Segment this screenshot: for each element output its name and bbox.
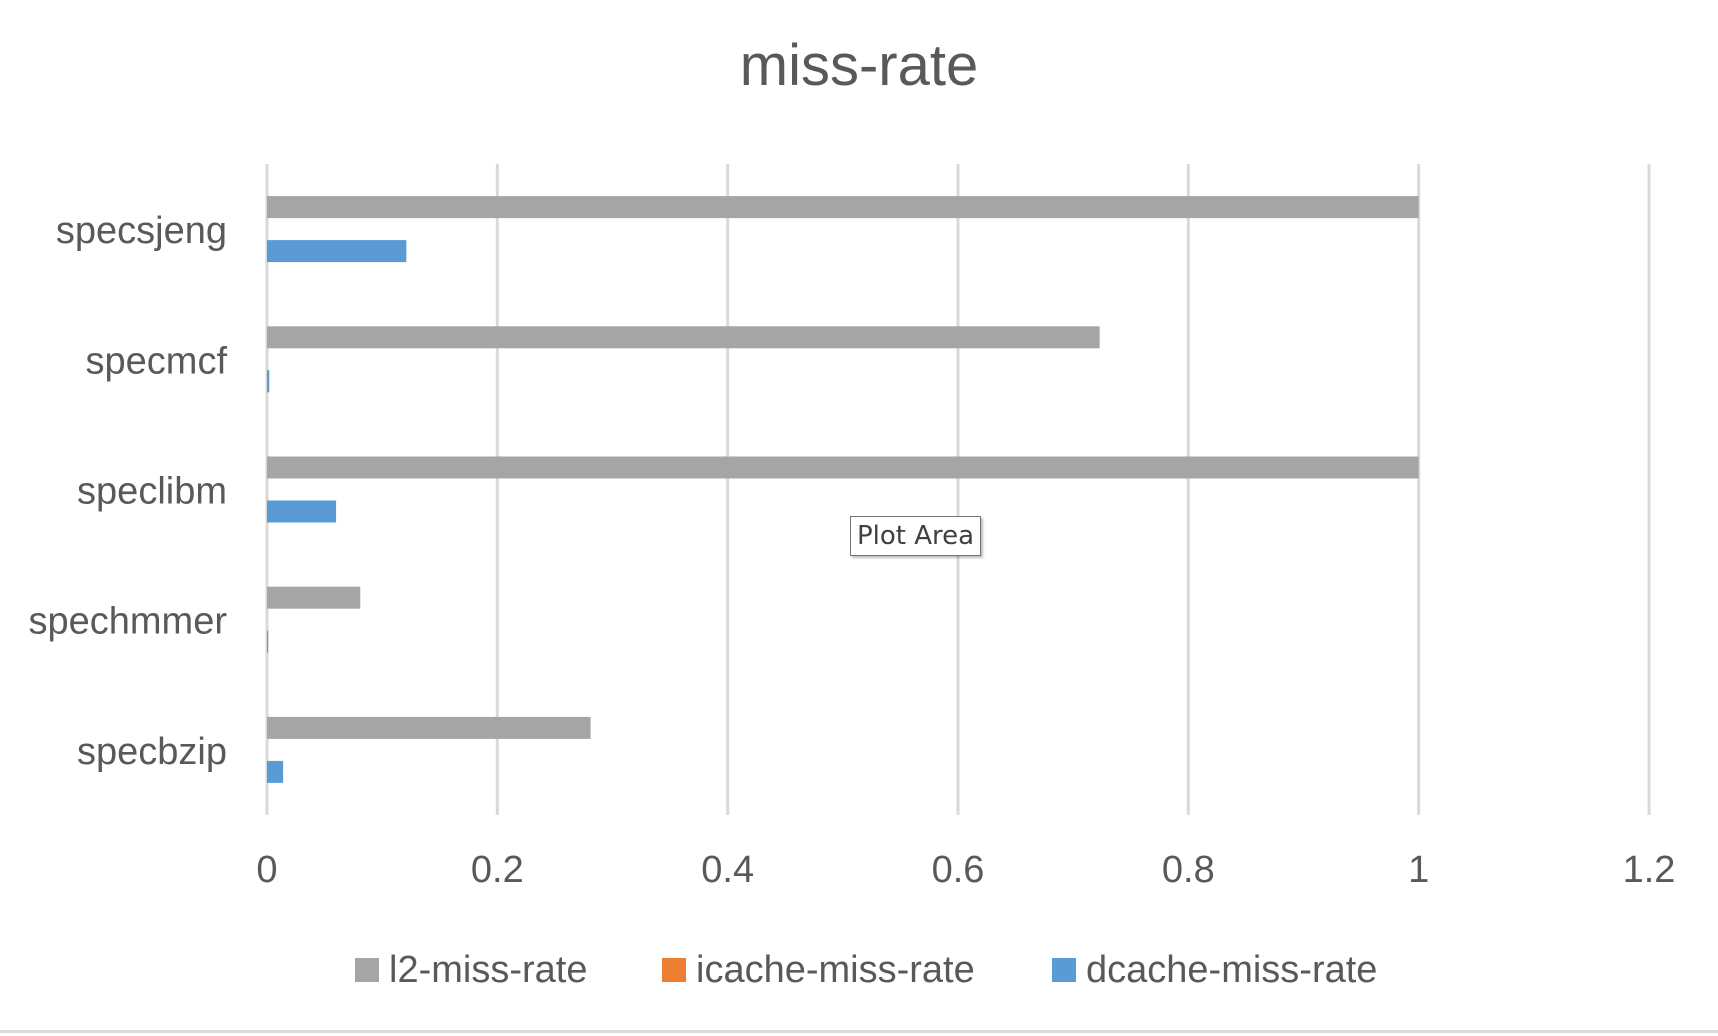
x-tick-label: 0.4 (701, 849, 754, 891)
gridlines (265, 164, 1651, 815)
category-label: specmcf (86, 340, 228, 382)
x-tick-label: 0.6 (932, 849, 985, 891)
bar-l2-miss-rate (267, 586, 361, 609)
bar-dcache-miss-rate (267, 760, 284, 783)
legend-swatch (662, 958, 686, 982)
legend-label: icache-miss-rate (696, 949, 975, 991)
category-label: specbzip (77, 731, 227, 773)
bottom-border (0, 1030, 1718, 1033)
bars (267, 196, 1419, 783)
bar-l2-miss-rate (267, 456, 1419, 479)
legend-label: l2-miss-rate (389, 949, 587, 991)
bar-dcache-miss-rate (267, 630, 269, 653)
bar-dcache-miss-rate (267, 240, 407, 263)
bar-dcache-miss-rate (267, 370, 270, 393)
x-tick-labels: 0 0.2 0.4 0.6 0.8 1 1.2 (256, 849, 1675, 891)
x-tick-label: 1 (1408, 849, 1429, 891)
bar-l2-miss-rate (267, 326, 1100, 349)
legend-swatch (1052, 958, 1076, 982)
x-tick-label: 0.8 (1162, 849, 1215, 891)
legend: l2-miss-rate icache-miss-rate dcache-miss-… (355, 949, 1377, 991)
bar-l2-miss-rate (267, 716, 591, 739)
legend-swatch (355, 958, 379, 982)
bar-dcache-miss-rate (267, 500, 337, 523)
chart-title: miss-rate (740, 33, 978, 98)
legend-label: dcache-miss-rate (1086, 949, 1377, 991)
plot-area-tooltip: Plot Area (850, 516, 982, 556)
category-label: speclibm (77, 471, 227, 513)
category-label: specsjeng (56, 210, 227, 252)
bar-l2-miss-rate (267, 196, 1419, 219)
x-tick-label: 1.2 (1623, 849, 1676, 891)
x-tick-label: 0 (256, 849, 277, 891)
x-tick-label: 0.2 (471, 849, 524, 891)
category-label: spechmmer (29, 601, 228, 643)
category-labels: specsjeng specmcf speclibm spechmmer specbzi… (29, 210, 228, 773)
